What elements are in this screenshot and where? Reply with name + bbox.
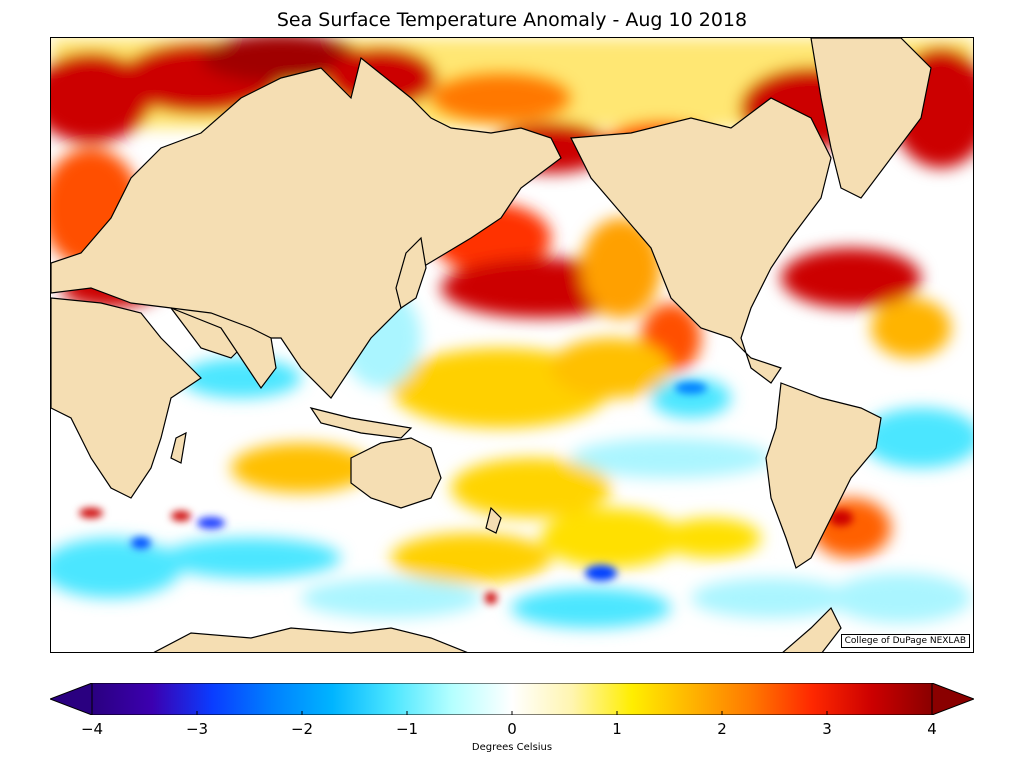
australia bbox=[350, 437, 442, 509]
colorbar-tick-label: 1 bbox=[612, 720, 622, 738]
colorbar-tick-label: 3 bbox=[822, 720, 832, 738]
arabia-india bbox=[170, 307, 277, 390]
colorbar-gradient bbox=[91, 683, 933, 715]
colorbar-extend-min bbox=[50, 683, 93, 715]
south-america bbox=[765, 382, 882, 569]
colorbar-tick-label: −2 bbox=[290, 720, 314, 738]
anomaly-detail bbox=[79, 382, 853, 604]
madagascar bbox=[170, 431, 187, 464]
colorbar-tick-label: −4 bbox=[80, 720, 104, 738]
greenland bbox=[810, 38, 932, 199]
africa bbox=[51, 297, 202, 499]
colorbar-tick-label: 2 bbox=[717, 720, 727, 738]
new-zealand bbox=[485, 506, 502, 534]
indonesia bbox=[309, 407, 413, 439]
eurasia bbox=[51, 56, 562, 399]
colorbar bbox=[50, 683, 974, 715]
japan bbox=[395, 236, 427, 309]
colorbar-tick-label: −3 bbox=[185, 720, 209, 738]
landmasses bbox=[51, 38, 932, 652]
map-panel: College of DuPage NEXLAB bbox=[50, 37, 974, 653]
antarctica bbox=[153, 627, 468, 652]
colorbar-tick-label: 4 bbox=[927, 720, 937, 738]
chart-title: Sea Surface Temperature Anomaly - Aug 10… bbox=[276, 9, 748, 31]
colorbar-tick-label: −1 bbox=[395, 720, 419, 738]
colorbar-extend-max bbox=[931, 683, 974, 715]
colorbar-ticks bbox=[91, 711, 933, 715]
antarctic-peninsula bbox=[782, 606, 842, 652]
colorbar-tick-label: 0 bbox=[507, 720, 517, 738]
colorbar-title: Degrees Celsius bbox=[471, 742, 553, 753]
credit-label: College of DuPage NEXLAB bbox=[840, 634, 970, 648]
sst-map bbox=[51, 38, 973, 652]
north-america bbox=[570, 97, 832, 384]
